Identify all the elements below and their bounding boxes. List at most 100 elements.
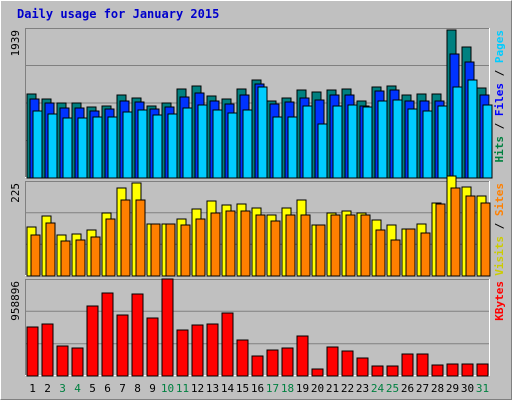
bar-visits-sites-day-11	[180, 224, 191, 277]
bar-visits-sites-day-25	[390, 239, 401, 277]
x-tick-label-29: 29	[446, 382, 459, 395]
bar-hits-pages-day-21	[332, 105, 343, 179]
legend-hits-item-3: /	[493, 63, 506, 83]
bar-hits-pages-day-11	[182, 107, 193, 179]
bar-visits-sites-day-9	[150, 223, 161, 277]
max-label-kbytes: 958896	[9, 281, 22, 321]
bar-visits-sites-day-20	[315, 224, 326, 277]
x-tick-label-2: 2	[44, 382, 51, 395]
bar-hits-pages-day-30	[467, 79, 478, 179]
bar-visits-sites-day-28	[435, 203, 446, 277]
bar-kbytes-kbytes-day-4	[71, 347, 84, 377]
bar-hits-pages-day-2	[47, 113, 58, 179]
bar-visits-sites-day-16	[255, 214, 266, 277]
bar-hits-pages-day-19	[302, 105, 313, 179]
bar-kbytes-kbytes-day-22	[341, 350, 354, 377]
x-tick-label-6: 6	[104, 382, 111, 395]
bar-hits-pages-day-13	[212, 109, 223, 179]
legend-visits-item-2: Sites	[493, 183, 506, 216]
bar-hits-pages-day-22	[347, 104, 358, 179]
bar-kbytes-kbytes-day-3	[56, 345, 69, 377]
bar-kbytes-kbytes-day-28	[431, 364, 444, 377]
bar-hits-pages-day-28	[437, 105, 448, 179]
legend-kbytes: KBytes	[493, 281, 506, 321]
bar-kbytes-kbytes-day-19	[296, 335, 309, 377]
bar-kbytes-kbytes-day-2	[41, 323, 54, 377]
bar-hits-pages-day-4	[77, 117, 88, 179]
bar-hits-pages-day-17	[272, 116, 283, 179]
bar-kbytes-kbytes-day-5	[86, 305, 99, 377]
bar-hits-pages-day-31	[482, 104, 493, 179]
bar-kbytes-kbytes-day-26	[401, 353, 414, 377]
x-tick-label-14: 14	[221, 382, 235, 395]
x-tick-label-23: 23	[356, 382, 369, 395]
bar-hits-pages-day-9	[152, 114, 163, 179]
x-tick-label-10: 10	[161, 382, 174, 395]
bar-kbytes-kbytes-day-10	[161, 278, 174, 377]
chart-title: Daily usage for January 2015	[17, 7, 220, 21]
bar-kbytes-kbytes-day-30	[461, 363, 474, 377]
panel-visits: 225 Visits / Sites	[9, 175, 506, 277]
bar-visits-sites-day-30	[465, 195, 476, 277]
bar-visits-sites-day-15	[240, 210, 251, 277]
bar-hits-pages-day-27	[422, 110, 433, 179]
legend-visits-item-1: /	[493, 216, 506, 236]
bar-visits-sites-day-23	[360, 214, 371, 277]
bar-kbytes-kbytes-day-20	[311, 368, 324, 377]
x-tick-label-1: 1	[29, 382, 36, 395]
bar-hits-pages-day-14	[227, 112, 238, 179]
x-tick-label-9: 9	[149, 382, 156, 395]
bar-visits-sites-day-19	[300, 214, 311, 277]
bar-visits-sites-day-26	[405, 228, 416, 277]
x-tick-label-7: 7	[119, 382, 126, 395]
bar-visits-sites-day-5	[90, 236, 101, 277]
bar-visits-sites-day-27	[420, 232, 431, 277]
x-tick-label-18: 18	[281, 382, 294, 395]
bar-kbytes-kbytes-day-14	[221, 312, 234, 377]
bar-hits-pages-day-20	[317, 123, 328, 179]
x-tick-label-22: 22	[341, 382, 354, 395]
bar-kbytes-kbytes-day-13	[206, 323, 219, 377]
bar-kbytes-kbytes-day-21	[326, 346, 339, 377]
panel-hits: 1939 Hits / Files / Pages	[9, 28, 506, 179]
bar-kbytes-kbytes-day-23	[356, 357, 369, 377]
bar-visits-sites-day-18	[285, 214, 296, 277]
x-tick-label-8: 8	[134, 382, 141, 395]
bar-kbytes-kbytes-day-18	[281, 347, 294, 377]
bar-kbytes-kbytes-day-16	[251, 355, 264, 377]
x-tick-label-26: 26	[401, 382, 414, 395]
bar-hits-pages-day-1	[32, 110, 43, 179]
bar-kbytes-kbytes-day-27	[416, 353, 429, 377]
bar-visits-sites-day-24	[375, 229, 386, 277]
bar-hits-pages-day-10	[167, 113, 178, 179]
bar-kbytes-kbytes-day-11	[176, 329, 189, 377]
bar-hits-pages-day-12	[197, 104, 208, 179]
x-tick-label-4: 4	[74, 382, 81, 395]
x-tick-label-27: 27	[416, 382, 429, 395]
legend-visits: Visits / Sites	[493, 183, 506, 276]
bar-hits-pages-day-3	[62, 117, 73, 179]
bar-hits-pages-day-7	[122, 111, 133, 179]
legend-hits-item-0: Hits	[493, 136, 506, 163]
x-axis: 1 2 3 4 5 6 7 8 9 10 11 12 13 14 15 16 17 18 19 20 21 22 23 24 2…	[29, 382, 489, 395]
x-tick-label-30: 30	[461, 382, 474, 395]
bar-visits-sites-day-12	[195, 218, 206, 277]
legend-hits-item-1: /	[493, 116, 506, 136]
bar-kbytes-kbytes-day-7	[116, 314, 129, 377]
bar-visits-sites-day-6	[105, 218, 116, 277]
bar-hits-pages-day-24	[377, 100, 388, 179]
bar-hits-pages-day-15	[242, 109, 253, 179]
x-tick-label-24: 24	[371, 382, 385, 395]
x-tick-label-3: 3	[59, 382, 66, 395]
bar-hits-pages-day-18	[287, 116, 298, 179]
bar-visits-sites-day-10	[165, 223, 176, 277]
bar-hits-pages-day-6	[107, 116, 118, 179]
legend-kbytes-item-0: KBytes	[493, 281, 506, 321]
bar-kbytes-kbytes-day-25	[386, 365, 399, 377]
x-tick-label-20: 20	[311, 382, 324, 395]
bar-visits-sites-day-31	[480, 202, 491, 277]
bar-kbytes-kbytes-day-8	[131, 293, 144, 377]
bar-kbytes-kbytes-day-17	[266, 349, 279, 377]
x-tick-label-25: 25	[386, 382, 399, 395]
x-tick-label-28: 28	[431, 382, 444, 395]
